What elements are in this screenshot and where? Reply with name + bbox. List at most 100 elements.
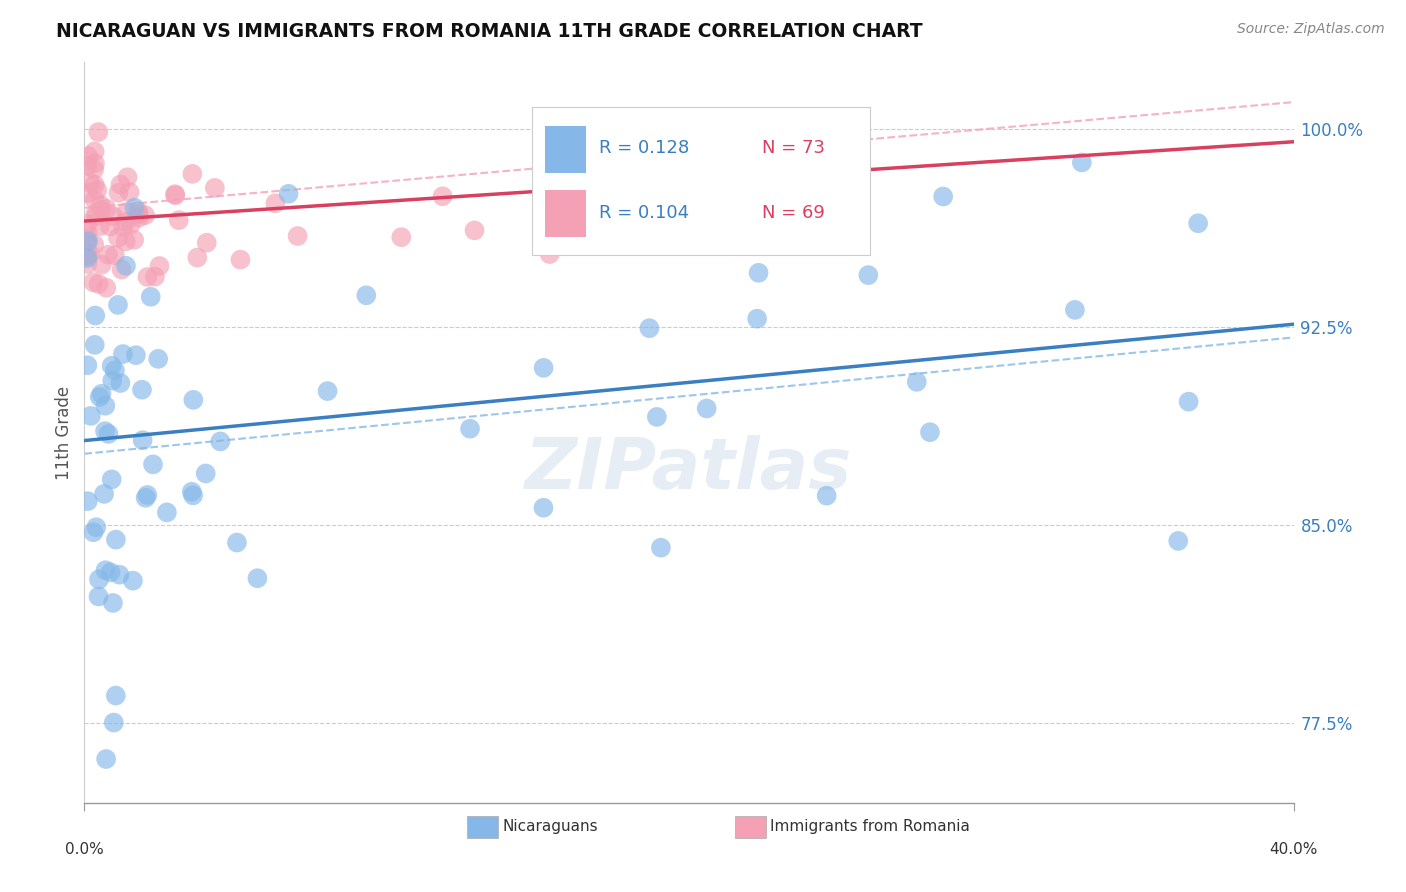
Point [815, 489, 838, 503]
Point [600, 160, 623, 174]
Point [671, 215, 693, 229]
Point [89, 390, 111, 404]
Text: Immigrants from Romania: Immigrants from Romania [770, 820, 970, 834]
Point [134, 208, 156, 222]
Point [84, 209, 107, 223]
Point [246, 571, 269, 585]
Point [93, 487, 115, 501]
Point [84, 156, 107, 170]
Point [112, 219, 135, 234]
Point [111, 347, 134, 361]
Point [89, 219, 111, 233]
Point [110, 178, 132, 192]
Point [83, 338, 105, 352]
Point [83, 178, 105, 192]
Point [103, 715, 125, 730]
Point [389, 230, 412, 244]
Point [87, 277, 110, 291]
Point [76, 235, 98, 250]
Point [96, 202, 118, 216]
Point [98, 219, 121, 234]
Point [638, 321, 661, 335]
Point [180, 484, 202, 499]
Point [76, 159, 98, 173]
Point [87, 573, 110, 587]
Point [127, 204, 149, 219]
Point [287, 229, 309, 244]
Point [747, 311, 769, 326]
Point [114, 235, 136, 249]
Point [463, 223, 485, 237]
Point [107, 186, 129, 200]
Point [97, 426, 120, 441]
Point [118, 185, 141, 199]
Point [117, 170, 139, 185]
Point [84, 208, 107, 222]
Point [104, 533, 127, 547]
Point [90, 202, 112, 217]
Point [131, 383, 153, 397]
Point [82, 275, 104, 289]
Point [76, 358, 98, 372]
Point [186, 251, 208, 265]
Point [533, 360, 555, 375]
Point [1070, 155, 1092, 169]
Point [90, 387, 112, 401]
Point [79, 247, 101, 261]
Point [124, 201, 146, 215]
Point [533, 500, 555, 515]
Point [905, 375, 928, 389]
Point [932, 189, 955, 203]
Point [76, 251, 98, 265]
Point [156, 505, 179, 519]
Point [131, 433, 153, 447]
Point [108, 567, 131, 582]
Point [77, 235, 100, 249]
Point [100, 566, 122, 580]
Point [226, 535, 249, 549]
Point [76, 226, 98, 240]
Point [103, 209, 125, 223]
Point [107, 298, 129, 312]
Point [163, 187, 186, 202]
Point [204, 181, 226, 195]
Point [143, 269, 166, 284]
Point [748, 266, 770, 280]
Point [316, 384, 339, 398]
Point [142, 458, 165, 472]
Point [87, 590, 110, 604]
Point [135, 491, 157, 505]
Point [83, 145, 105, 159]
Point [84, 520, 107, 534]
Point [84, 309, 107, 323]
Point [181, 167, 204, 181]
Point [645, 409, 668, 424]
Point [83, 162, 105, 177]
Point [115, 205, 138, 219]
Point [83, 237, 105, 252]
Point [76, 217, 98, 231]
Point [858, 268, 880, 282]
Point [277, 186, 299, 201]
Point [458, 422, 481, 436]
Point [82, 525, 104, 540]
Point [167, 213, 190, 227]
Point [90, 258, 112, 272]
Text: NICARAGUAN VS IMMIGRANTS FROM ROMANIA 11TH GRADE CORRELATION CHART: NICARAGUAN VS IMMIGRANTS FROM ROMANIA 11… [56, 22, 922, 41]
Y-axis label: 11th Grade: 11th Grade [55, 385, 73, 480]
Point [122, 574, 145, 588]
Point [356, 288, 378, 302]
Text: ZIPatlas: ZIPatlas [526, 435, 852, 504]
Point [165, 188, 187, 202]
Point [1167, 533, 1189, 548]
Point [195, 235, 218, 250]
Point [148, 259, 170, 273]
Text: Nicaraguans: Nicaraguans [503, 820, 599, 834]
Point [110, 376, 132, 390]
Text: 40.0%: 40.0% [1270, 842, 1317, 856]
Point [96, 281, 118, 295]
Point [120, 218, 142, 232]
Point [181, 488, 204, 502]
Point [76, 233, 98, 247]
Point [83, 193, 105, 207]
